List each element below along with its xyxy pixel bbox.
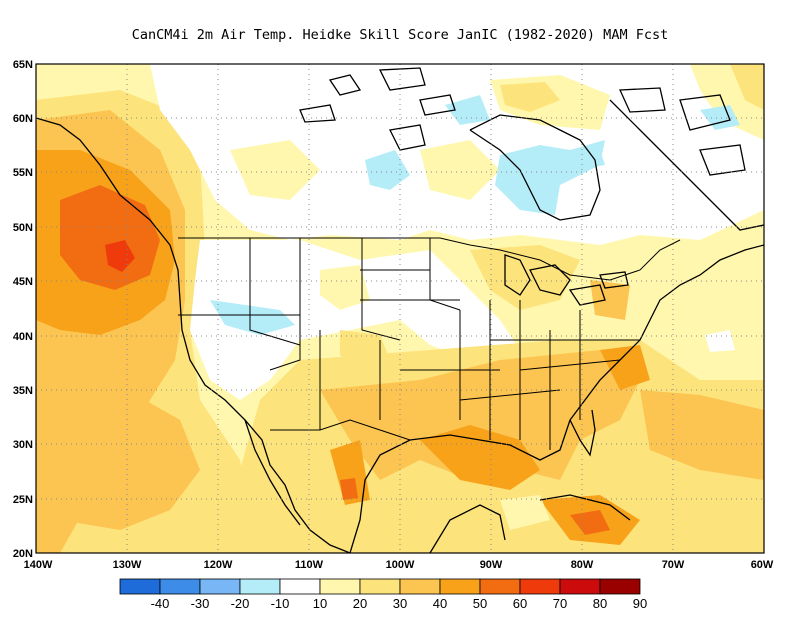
coastlines bbox=[36, 67, 764, 553]
colorbar-swatch bbox=[519, 578, 561, 595]
colorbar-label: 70 bbox=[553, 596, 567, 611]
colorbar-label: 40 bbox=[433, 596, 447, 611]
lon-label-90w: 90W bbox=[480, 559, 503, 571]
colorbar-label: -10 bbox=[271, 596, 290, 611]
colorbar-swatch bbox=[359, 578, 401, 595]
colorbar-labels: -40 -30 -20 -10 10 20 30 40 50 60 70 80 90 bbox=[151, 596, 648, 611]
colorbar-label: 80 bbox=[593, 596, 607, 611]
lat-label-20n: 20N bbox=[13, 548, 33, 560]
colorbar-swatch bbox=[279, 578, 321, 595]
lat-label-50n: 50N bbox=[13, 222, 33, 234]
colorbar bbox=[119, 578, 641, 595]
lat-label-25n: 25N bbox=[13, 494, 33, 506]
map-frame bbox=[35, 63, 765, 554]
lon-label-110w: 110W bbox=[295, 559, 324, 571]
map-title: CanCM4i 2m Air Temp. Heidke Skill Score … bbox=[131, 27, 669, 43]
colorbar-label: -30 bbox=[191, 596, 210, 611]
colorbar-label: 10 bbox=[313, 596, 327, 611]
lon-label-70w: 70W bbox=[662, 559, 685, 571]
colorbar-label: 90 bbox=[633, 596, 647, 611]
colorbar-swatch bbox=[559, 578, 601, 595]
colorbar-swatch bbox=[199, 578, 241, 595]
colorbar-swatch bbox=[439, 578, 481, 595]
lat-label-60n: 60N bbox=[13, 113, 33, 125]
colorbar-label: -20 bbox=[231, 596, 250, 611]
lat-label-40n: 40N bbox=[13, 331, 33, 343]
longitude-labels: 140W 130W 120W 110W 100W 90W 80W 70W 60W bbox=[24, 559, 774, 571]
lat-label-65n: 65N bbox=[13, 59, 33, 71]
lon-label-140w: 140W bbox=[24, 559, 53, 571]
colorbar-swatch bbox=[479, 578, 521, 595]
political-borders bbox=[178, 237, 681, 450]
colorbar-label: -40 bbox=[151, 596, 170, 611]
colorbar-swatch bbox=[239, 578, 281, 595]
lat-label-55n: 55N bbox=[13, 167, 33, 179]
colorbar-swatch bbox=[599, 578, 641, 595]
latitude-labels: 65N 60N 55N 50N 45N 40N 35N 30N 25N 20N bbox=[13, 59, 33, 560]
lon-label-100w: 100W bbox=[386, 559, 415, 571]
lat-label-45n: 45N bbox=[13, 276, 33, 288]
colorbar-swatch bbox=[319, 578, 361, 595]
colorbar-label: 50 bbox=[473, 596, 487, 611]
colorbar-swatch bbox=[119, 578, 161, 595]
colorbar-label: 20 bbox=[353, 596, 367, 611]
lat-label-35n: 35N bbox=[13, 385, 33, 397]
lon-label-130w: 130W bbox=[113, 559, 142, 571]
lat-label-30n: 30N bbox=[13, 439, 33, 451]
colorbar-label: 60 bbox=[513, 596, 527, 611]
lon-label-120w: 120W bbox=[204, 559, 233, 571]
lon-label-60w: 60W bbox=[751, 559, 774, 571]
colorbar-swatch bbox=[399, 578, 441, 595]
colorbar-label: 30 bbox=[393, 596, 407, 611]
colorbar-swatch bbox=[159, 578, 201, 595]
skill-score-field bbox=[36, 64, 764, 553]
lon-label-80w: 80W bbox=[571, 559, 594, 571]
